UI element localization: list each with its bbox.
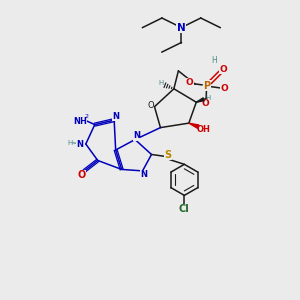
Text: N: N <box>76 140 83 148</box>
Text: P: P <box>203 81 210 91</box>
Text: O: O <box>77 170 86 180</box>
Polygon shape <box>196 98 204 102</box>
Text: N: N <box>112 112 119 121</box>
Text: 2: 2 <box>84 114 88 119</box>
Text: O: O <box>185 78 193 87</box>
Text: O: O <box>219 65 227 74</box>
Polygon shape <box>189 123 199 128</box>
Text: H: H <box>68 140 73 146</box>
Text: Cl: Cl <box>179 204 190 214</box>
Text: OH: OH <box>197 124 211 134</box>
Text: O: O <box>148 101 154 110</box>
Text: N: N <box>133 131 140 140</box>
Text: N: N <box>140 170 148 179</box>
Text: NH: NH <box>73 117 87 126</box>
Text: O: O <box>201 99 209 108</box>
Text: N: N <box>177 22 186 33</box>
Text: H: H <box>159 80 164 86</box>
Text: H: H <box>205 95 210 101</box>
Text: O: O <box>220 84 228 93</box>
Text: H: H <box>211 56 217 65</box>
Text: S: S <box>164 150 172 160</box>
